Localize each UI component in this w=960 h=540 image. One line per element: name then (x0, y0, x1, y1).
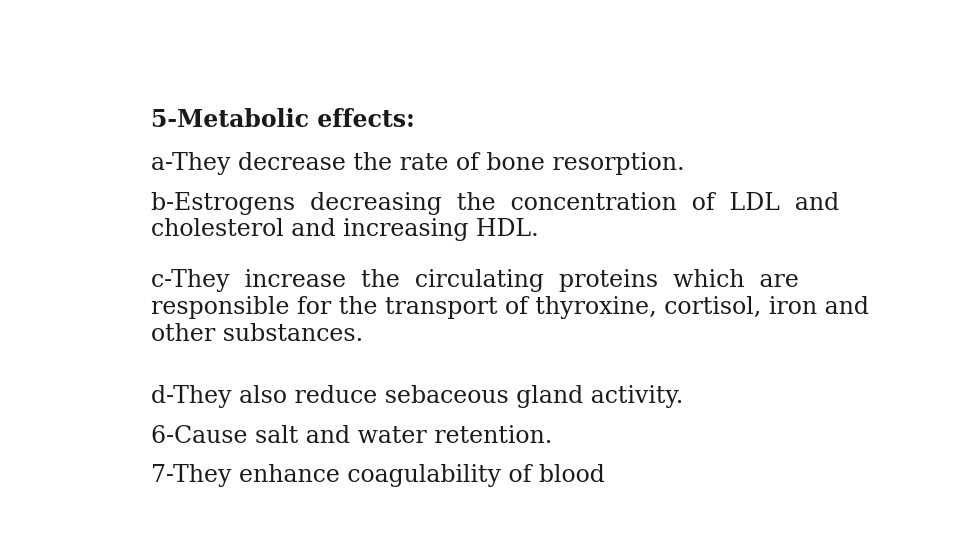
Text: 5-Metabolic effects:: 5-Metabolic effects: (152, 109, 415, 132)
Text: d-They also reduce sebaceous gland activity.: d-They also reduce sebaceous gland activ… (152, 386, 684, 408)
Text: c-They  increase  the  circulating  proteins  which  are
responsible for the tra: c-They increase the circulating proteins… (152, 269, 869, 346)
Text: 6-Cause salt and water retention.: 6-Cause salt and water retention. (152, 425, 553, 448)
Text: 7-They enhance coagulability of blood: 7-They enhance coagulability of blood (152, 464, 605, 488)
Text: b-Estrogens  decreasing  the  concentration  of  LDL  and
cholesterol and increa: b-Estrogens decreasing the concentration… (152, 192, 839, 241)
Text: a-They decrease the rate of bone resorption.: a-They decrease the rate of bone resorpt… (152, 152, 684, 175)
